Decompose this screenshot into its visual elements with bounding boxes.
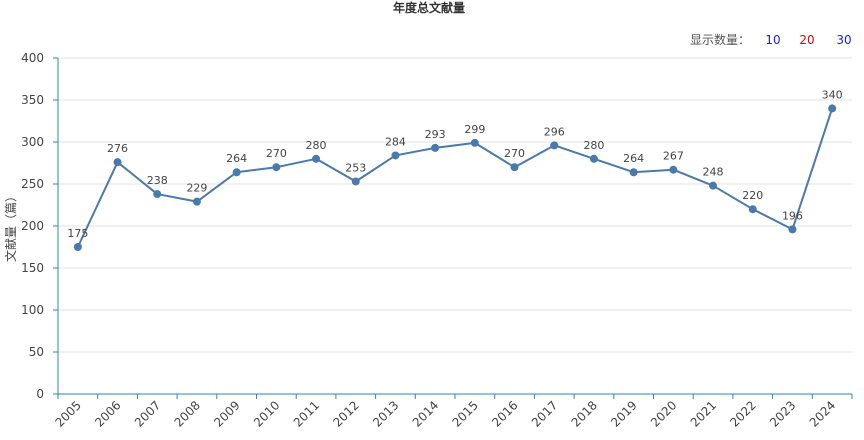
x-tick-label: 2009 — [211, 398, 242, 429]
x-tick-label: 2014 — [410, 398, 441, 429]
data-point[interactable] — [709, 181, 718, 190]
y-tick-label: 200 — [21, 219, 44, 233]
y-tick-label: 400 — [21, 51, 44, 65]
x-tick-label: 2010 — [251, 398, 282, 429]
series-line-layer — [76, 108, 834, 248]
x-tick-label: 2020 — [648, 398, 679, 429]
data-label: 270 — [504, 147, 525, 160]
data-label: 299 — [464, 123, 485, 136]
data-point[interactable] — [828, 104, 837, 113]
y-axis-title: 文献量（篇） — [3, 190, 18, 262]
data-label: 293 — [425, 128, 446, 141]
data-label: 267 — [663, 150, 684, 163]
chart-title: 年度总文献量 — [393, 0, 465, 15]
x-tick-label: 2022 — [727, 398, 758, 429]
data-point[interactable] — [351, 177, 360, 186]
x-tick-label: 2012 — [330, 398, 361, 429]
y-tick-label: 300 — [21, 135, 44, 149]
data-label: 296 — [544, 125, 565, 138]
data-point[interactable] — [312, 154, 321, 163]
x-tick-label: 2024 — [807, 398, 838, 429]
x-tick-label: 2019 — [608, 398, 639, 429]
data-label: 175 — [67, 227, 88, 240]
data-point[interactable] — [589, 154, 598, 163]
data-label: 280 — [306, 139, 327, 152]
data-point[interactable] — [153, 190, 162, 199]
data-point[interactable] — [748, 205, 757, 214]
data-point[interactable] — [272, 163, 281, 172]
y-tick-label: 250 — [21, 177, 44, 191]
data-point[interactable] — [232, 168, 241, 177]
series-line — [76, 108, 834, 248]
data-point[interactable] — [73, 243, 82, 251]
x-tick-label: 2016 — [489, 398, 520, 429]
data-label: 220 — [742, 189, 763, 202]
data-label: 280 — [583, 139, 604, 152]
y-tick-labels: 0 50 100 150 200 250 300 350 400 — [21, 51, 44, 401]
data-label: 253 — [345, 161, 366, 174]
data-point[interactable] — [470, 138, 479, 147]
gridlines — [58, 57, 852, 353]
data-label: 276 — [107, 142, 128, 155]
data-label: 284 — [385, 135, 406, 148]
data-point[interactable] — [192, 197, 201, 206]
data-point[interactable] — [669, 165, 678, 174]
display-count-option-10[interactable]: 10 — [765, 33, 780, 47]
data-point[interactable] — [510, 163, 519, 172]
x-tick-label: 2008 — [172, 398, 203, 429]
x-tick-labels: 2005 2006 2007 2008 2009 2010 2011 2012 2013 2014… — [52, 398, 838, 429]
x-tick-label: 2015 — [449, 398, 480, 429]
x-tick-label: 2005 — [52, 398, 83, 429]
data-label: 340 — [822, 88, 843, 101]
data-point[interactable] — [391, 151, 400, 160]
x-tick-label: 2018 — [569, 398, 600, 429]
display-count-label: 显示数量： — [690, 32, 750, 47]
data-label: 229 — [186, 182, 207, 195]
data-point[interactable] — [629, 168, 638, 177]
y-tick-label: 150 — [21, 261, 44, 275]
data-label: 238 — [147, 174, 168, 187]
data-label: 270 — [266, 147, 287, 160]
x-tick-label: 2011 — [291, 398, 322, 429]
display-count-option-20[interactable]: 20 — [799, 33, 814, 47]
axes — [53, 57, 853, 399]
y-tick-label: 50 — [29, 345, 44, 359]
y-tick-label: 100 — [21, 303, 44, 317]
y-tick-label: 0 — [36, 387, 44, 401]
data-point[interactable] — [113, 158, 122, 167]
data-points — [73, 104, 837, 251]
x-tick-label: 2023 — [767, 398, 798, 429]
x-tick-label: 2017 — [529, 398, 560, 429]
x-tick-label: 2021 — [688, 398, 719, 429]
data-label: 264 — [226, 152, 247, 165]
display-count-option-30[interactable]: 30 — [836, 33, 851, 47]
data-label: 196 — [782, 209, 803, 222]
data-label: 264 — [623, 152, 644, 165]
data-labels: 175 276 238 229 264 270 280 253 284 293 299 270 296 2… — [67, 88, 842, 240]
data-point[interactable] — [550, 141, 559, 150]
x-tick-label: 2006 — [92, 398, 123, 429]
data-point[interactable] — [788, 225, 797, 234]
data-point[interactable] — [431, 143, 440, 152]
data-label: 248 — [703, 166, 724, 179]
y-tick-label: 350 — [21, 93, 44, 107]
x-tick-label: 2013 — [370, 398, 401, 429]
x-tick-label: 2007 — [132, 398, 163, 429]
